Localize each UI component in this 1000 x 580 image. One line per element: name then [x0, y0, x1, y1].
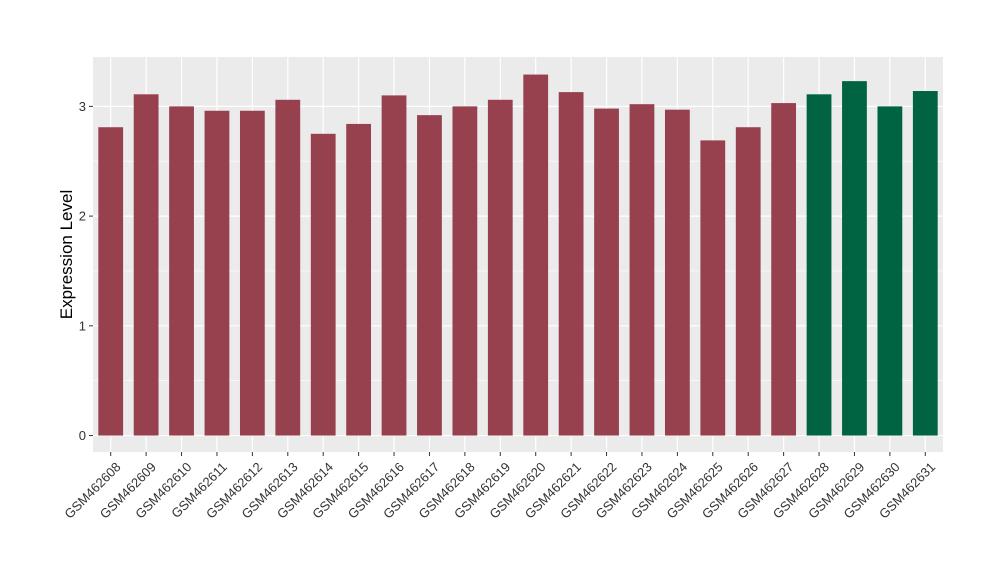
- y-axis-title: Expression Level: [57, 190, 76, 319]
- bar-GSM462621: [558, 92, 584, 436]
- minor-gridlines: [93, 160, 943, 381]
- bar-GSM462608: [98, 127, 124, 436]
- bar-GSM462622: [594, 108, 619, 436]
- bar-GSM462620: [523, 74, 549, 436]
- bar-GSM462626: [735, 127, 761, 436]
- bar-GSM462610: [169, 106, 194, 436]
- bar-GSM462612: [239, 110, 265, 436]
- bar-GSM462615: [346, 123, 372, 436]
- bar-GSM462611: [204, 110, 230, 436]
- x-axis: GSM462608GSM462609GSM462610GSM462611GSM4…: [61, 452, 938, 522]
- y-tick-label: 3: [79, 99, 86, 114]
- bar-GSM462609: [133, 94, 159, 436]
- bar-GSM462630: [877, 106, 903, 436]
- y-tick-label: 0: [79, 428, 86, 443]
- y-axis: 0 1 2 3: [79, 99, 93, 443]
- y-tick-label: 1: [79, 318, 86, 333]
- bar-GSM462628: [806, 94, 832, 436]
- bar-GSM462623: [629, 104, 655, 436]
- bar-GSM462627: [771, 103, 797, 436]
- bar-GSM462614: [310, 133, 336, 436]
- bar-GSM462617: [417, 115, 442, 436]
- bar-GSM462616: [381, 95, 407, 436]
- bar-GSM462631: [912, 91, 938, 436]
- plot-panel: [93, 57, 943, 452]
- bar-GSM462625: [700, 140, 726, 436]
- bars: [98, 74, 938, 436]
- bar-GSM462624: [664, 109, 690, 436]
- y-tick-label: 2: [79, 209, 86, 224]
- bar-GSM462619: [487, 99, 513, 436]
- bar-GSM462618: [452, 106, 478, 436]
- bar-GSM462613: [275, 99, 301, 436]
- bar-GSM462629: [842, 81, 867, 436]
